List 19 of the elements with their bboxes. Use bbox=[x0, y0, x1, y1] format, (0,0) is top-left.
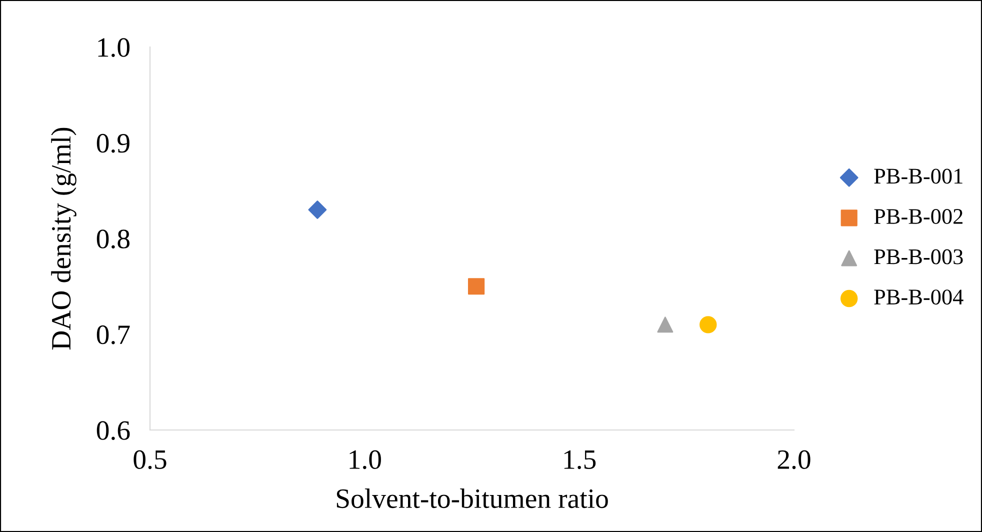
y-tick-label: 1.0 bbox=[98, 38, 130, 58]
point bbox=[468, 278, 485, 295]
point bbox=[308, 200, 327, 219]
x-axis-title: Solvent-to-bitumen ratio bbox=[336, 488, 608, 508]
legend-label: PB-B-003 bbox=[874, 249, 963, 264]
point bbox=[657, 316, 674, 333]
y-tick-label: 0.9 bbox=[96, 134, 130, 153]
legend-label: PB-B-002 bbox=[874, 208, 962, 224]
y-tick-label: 0.7 bbox=[96, 325, 130, 344]
y-tick-label: 0.6 bbox=[96, 421, 130, 440]
x-tick-label: 2.0 bbox=[778, 450, 810, 470]
x-tick-label: 0.5 bbox=[134, 450, 166, 470]
y-axis-title: DAO density (g/ml) bbox=[51, 128, 76, 350]
point bbox=[700, 316, 717, 334]
x-tick-label: 1.0 bbox=[350, 450, 381, 470]
y-tick-label: 0.8 bbox=[96, 230, 130, 249]
legend-label: PB-B-004 bbox=[874, 290, 964, 305]
legend-label: PB-B-001 bbox=[874, 168, 962, 184]
x-tick-label: 1.5 bbox=[564, 450, 596, 470]
